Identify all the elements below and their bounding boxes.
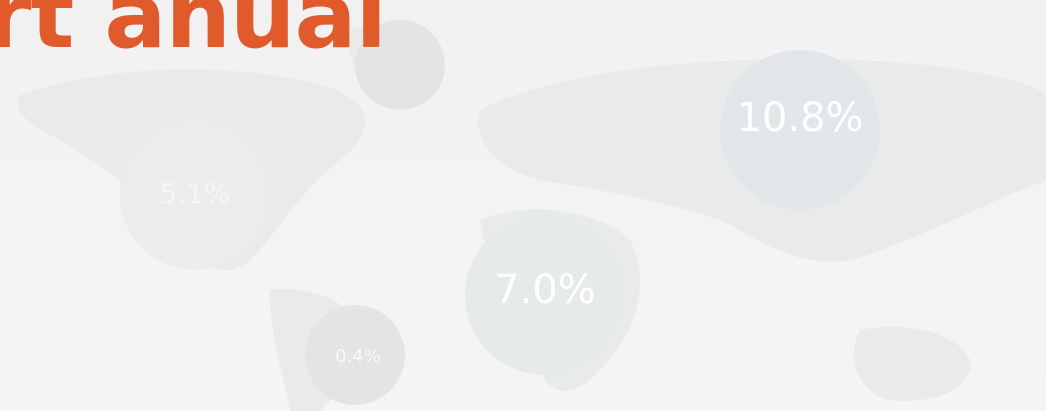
bubble (465, 215, 625, 375)
bubble-label: 7.0% (494, 267, 596, 313)
bubble-label: 0.4% (335, 346, 381, 367)
bubble (720, 50, 880, 210)
bubble-label: 5.1% (159, 177, 230, 210)
bubble (355, 20, 445, 110)
australia (854, 326, 971, 401)
bubble-label: 10.8% (736, 95, 863, 141)
page-title: rt anual (0, 0, 387, 69)
bubble (120, 120, 270, 270)
bubble (305, 305, 405, 405)
